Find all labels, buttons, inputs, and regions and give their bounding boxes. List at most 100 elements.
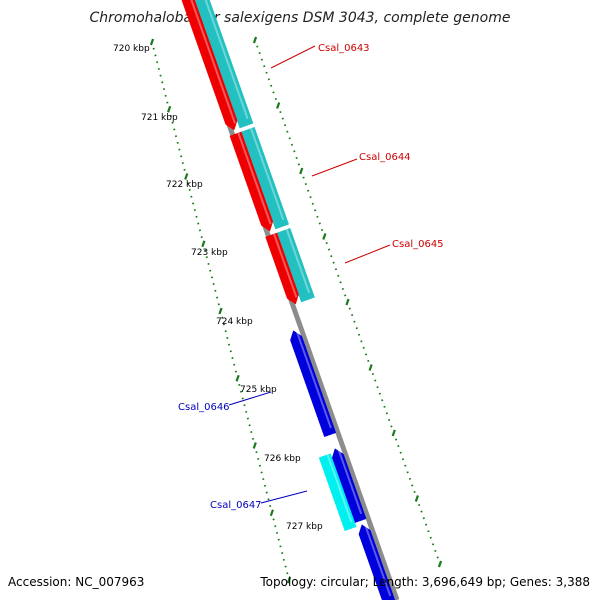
ruler-inner-tick (239, 390, 243, 393)
gene-label-csal-0646[interactable]: Csal_0646 (178, 402, 230, 413)
ruler-outer-tick (360, 340, 363, 343)
ruler-inner-tick (250, 430, 253, 434)
ruler-tracks (149, 36, 443, 584)
cds-csal-0644[interactable] (229, 131, 274, 232)
ruler-inner-tick (224, 330, 227, 333)
ruler-inner-tick (226, 336, 229, 339)
ruler-inner-tick (188, 188, 191, 192)
ruler-outer-tick (362, 346, 365, 349)
ruler-outer-tick (404, 464, 407, 467)
ruler-inner-tick (262, 478, 265, 481)
ruler-inner-tick (193, 209, 196, 212)
ruler-inner-tick (197, 222, 200, 225)
ruler-outer-tick (348, 307, 351, 310)
ruler-inner-tick (221, 316, 224, 319)
ruler-outer-tick (385, 412, 388, 415)
ruler-outer-tick (383, 405, 386, 408)
ruler-outer-tick (279, 110, 282, 114)
gene-label-csal-0647[interactable]: Csal_0647 (210, 500, 262, 511)
ruler-outer-tick (344, 294, 347, 297)
cds-csal-0644-highlight (237, 132, 272, 225)
ruler-inner-tick (179, 155, 183, 158)
ruler-inner-tick (157, 67, 160, 70)
ruler-outer-tick (320, 228, 324, 232)
ruler-inner-tick (267, 498, 270, 501)
ruler-inner-tick (277, 538, 280, 541)
ruler-outer-tick (436, 556, 439, 559)
ruler-tick-label-726: 726 kbp (264, 454, 301, 464)
ruler-tick-label-723: 723 kbp (191, 248, 228, 258)
gene-track-csal-0644[interactable] (240, 126, 290, 230)
ruler-inner-tick (218, 307, 223, 315)
ruler-outer-tick (309, 196, 312, 199)
ruler-inner-tick (149, 38, 155, 46)
gene-label-csal-0644[interactable]: Csal_0644 (359, 152, 411, 163)
cds-csal-0647-highlight (336, 447, 363, 515)
ruler-inner-tick (252, 442, 257, 449)
cds-reverse-bottom[interactable] (358, 524, 396, 600)
ruler-inner-tick (272, 518, 275, 521)
ruler-outer-tick (429, 536, 432, 539)
ruler-outer-tick (418, 503, 421, 507)
ruler-outer-tick (286, 130, 289, 133)
ruler-inner-tick (227, 343, 231, 346)
gene-label-csal-0643[interactable]: Csal_0643 (318, 43, 370, 54)
ruler-tick-label-725: 725 kbp (240, 385, 277, 395)
ruler-outer-tick (272, 91, 275, 94)
cds-csal-0645[interactable] (265, 232, 299, 305)
leader-line-csal-0647 (260, 490, 308, 504)
cds-csal-0643-highlight (190, 0, 236, 124)
ruler-inner-tick (238, 383, 241, 387)
ruler-outer-tick (367, 359, 370, 363)
genome-summary-text: Topology: circular; Length: 3,696,649 bp… (260, 575, 590, 589)
ruler-inner-tick (215, 296, 219, 299)
ruler-outer-tick (371, 372, 375, 376)
ruler-outer-tick (353, 320, 356, 323)
ruler-inner-tick (176, 141, 179, 144)
ruler-inner-tick (190, 195, 193, 198)
ruler-inner-tick (248, 424, 251, 427)
ruler-inner-tick (260, 471, 263, 474)
ruler-inner-tick (212, 283, 215, 286)
ruler-outer-tick (414, 495, 419, 502)
ruler-outer-tick (411, 484, 414, 487)
cds-csal-0643[interactable] (179, 0, 238, 131)
ruler-outer-tick (351, 314, 354, 317)
ruler-inner-tick (245, 410, 248, 413)
ruler-outer-tick (258, 52, 261, 55)
ruler-outer-tick (425, 523, 428, 526)
ruler-outer-tick (355, 327, 358, 330)
ruler-outer-tick (252, 36, 258, 44)
ruler-inner-tick (246, 417, 250, 420)
ruler-outer-tick (376, 386, 379, 389)
ruler-outer-tick (322, 233, 327, 240)
ruler-inner-tick (198, 229, 202, 232)
ruler-outer-tick (341, 287, 344, 290)
ruler-inner-tick (286, 576, 292, 584)
gene-track-csal-0645[interactable] (276, 227, 315, 303)
gene-track-csal-0647[interactable] (318, 453, 357, 532)
ruler-outer-tick (431, 543, 435, 546)
ruler-outer-tick (316, 215, 319, 218)
cds-csal-0646[interactable] (290, 330, 337, 438)
ruler-outer-tick (394, 438, 398, 441)
ruler-inner-tick (258, 464, 262, 467)
leader-line-csal-0646 (228, 391, 272, 406)
ruler-outer-tick (327, 248, 331, 251)
ruler-inner-tick (201, 240, 206, 248)
ruler-inner-tick (269, 504, 272, 508)
ruler-inner-tick (152, 47, 155, 50)
ruler-inner-tick (269, 509, 274, 517)
cds-csal-0647[interactable] (331, 448, 367, 524)
ruler-outer-tick (283, 124, 287, 127)
ruler-inner-tick (164, 94, 167, 97)
gene-track-csal-0643[interactable] (190, 0, 254, 129)
gene-label-csal-0645[interactable]: Csal_0645 (392, 239, 444, 250)
ruler-inner-tick (263, 484, 267, 487)
gene-track-csal-0643-highlight (204, 0, 249, 120)
ruler-outer-tick (381, 399, 384, 402)
ruler-inner-tick (200, 235, 203, 239)
ruler-tick-label-724: 724 kbp (216, 317, 253, 327)
ruler-outer-tick (378, 392, 381, 395)
ruler-inner-tick (255, 451, 258, 454)
